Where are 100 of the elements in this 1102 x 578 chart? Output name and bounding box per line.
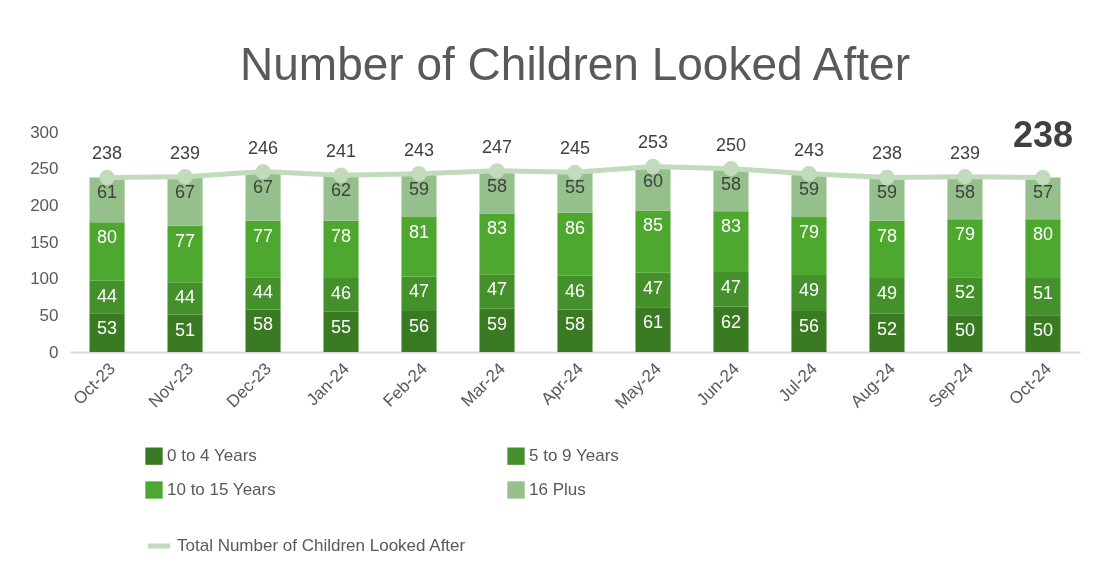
y-tick-label: 150	[30, 232, 59, 252]
bar	[947, 277, 983, 316]
bar	[557, 309, 593, 352]
data-label: 59	[486, 313, 508, 334]
bar	[869, 313, 905, 352]
data-label: 81	[409, 222, 430, 243]
legend-label: 5 to 9 Years	[529, 446, 619, 466]
data-label: 47	[720, 277, 741, 298]
bar	[635, 210, 671, 273]
bar	[167, 282, 203, 315]
data-label: 56	[409, 315, 430, 336]
data-label: 253	[637, 132, 669, 153]
point	[1035, 169, 1051, 186]
bar	[713, 211, 749, 273]
data-label: 51	[175, 319, 196, 340]
data-label: 245	[559, 138, 591, 159]
bar	[713, 306, 749, 352]
point	[99, 169, 115, 186]
data-label: 44	[175, 287, 196, 308]
data-label: 44	[253, 282, 274, 303]
data-label: 86	[564, 217, 586, 238]
bar	[245, 277, 281, 310]
data-label: 238	[1012, 114, 1073, 156]
bar	[557, 212, 593, 276]
y-tick-label: 250	[30, 159, 59, 179]
data-label: 80	[1032, 224, 1053, 245]
data-label: 59	[876, 182, 897, 203]
data-label: 46	[564, 280, 586, 301]
bar	[245, 220, 281, 278]
data-label: 50	[1032, 320, 1053, 341]
data-label: 80	[97, 227, 118, 248]
bar	[167, 225, 203, 283]
data-label: 246	[248, 137, 279, 158]
data-label: 59	[409, 178, 430, 199]
bar	[947, 315, 983, 352]
bar	[479, 308, 515, 352]
data-label: 79	[954, 224, 975, 245]
point	[957, 169, 973, 185]
data-label: 77	[175, 230, 196, 251]
data-label: 51	[1032, 282, 1053, 303]
data-label: 78	[331, 225, 352, 246]
legend-label: 0 to 4 Years	[167, 446, 257, 466]
data-label: 58	[720, 173, 741, 194]
point	[177, 169, 193, 185]
y-tick-label: 50	[39, 305, 59, 325]
data-label: 83	[486, 218, 508, 239]
data-label: 58	[954, 181, 975, 202]
bar	[791, 310, 827, 352]
data-label: 250	[715, 134, 747, 155]
bar	[479, 274, 515, 309]
data-label: 47	[409, 281, 430, 302]
data-label: 49	[876, 282, 897, 303]
data-label: 78	[876, 225, 897, 246]
point	[723, 160, 739, 177]
data-label: 44	[97, 285, 118, 306]
data-label: 67	[253, 176, 274, 197]
data-label: 56	[798, 315, 819, 336]
bar	[323, 277, 359, 312]
bar	[89, 280, 125, 314]
y-tick-label: 100	[30, 269, 59, 289]
point	[645, 158, 661, 175]
data-label: 55	[331, 316, 352, 337]
data-label: 46	[331, 282, 352, 303]
bar	[869, 220, 905, 278]
data-label: 238	[92, 143, 123, 164]
bar	[635, 272, 671, 308]
bar	[869, 277, 905, 314]
data-label: 62	[720, 311, 741, 332]
data-label: 62	[331, 180, 352, 201]
data-label: 59	[798, 178, 819, 199]
data-label: 85	[642, 215, 664, 236]
data-label: 60	[642, 171, 664, 192]
chart-title: Number of Children Looked After	[240, 38, 910, 91]
data-label: 50	[954, 320, 975, 341]
data-label: 58	[486, 175, 508, 196]
legend-label: 16 Plus	[529, 480, 586, 499]
data-label: 79	[798, 222, 819, 243]
data-label: 47	[486, 279, 508, 300]
y-tick-label: 300	[30, 122, 59, 142]
bar	[1025, 219, 1061, 278]
data-label: 55	[564, 177, 586, 198]
data-label: 61	[642, 312, 664, 333]
bar	[791, 275, 827, 311]
bar	[479, 213, 515, 275]
data-label: 52	[876, 318, 897, 339]
bar	[635, 307, 671, 352]
bar	[1025, 315, 1061, 352]
data-label: 57	[1032, 182, 1053, 203]
bar	[401, 217, 437, 277]
data-label: 239	[170, 142, 201, 163]
bar	[791, 217, 827, 275]
data-label: 247	[481, 136, 513, 157]
data-label: 83	[720, 216, 741, 237]
data-label: 47	[642, 277, 664, 298]
bar	[323, 220, 359, 278]
legend-label: 10 to 15 Years	[167, 480, 276, 499]
y-tick-label: 200	[30, 195, 59, 215]
bar	[89, 313, 125, 352]
bar	[401, 310, 437, 352]
bar	[167, 314, 203, 352]
